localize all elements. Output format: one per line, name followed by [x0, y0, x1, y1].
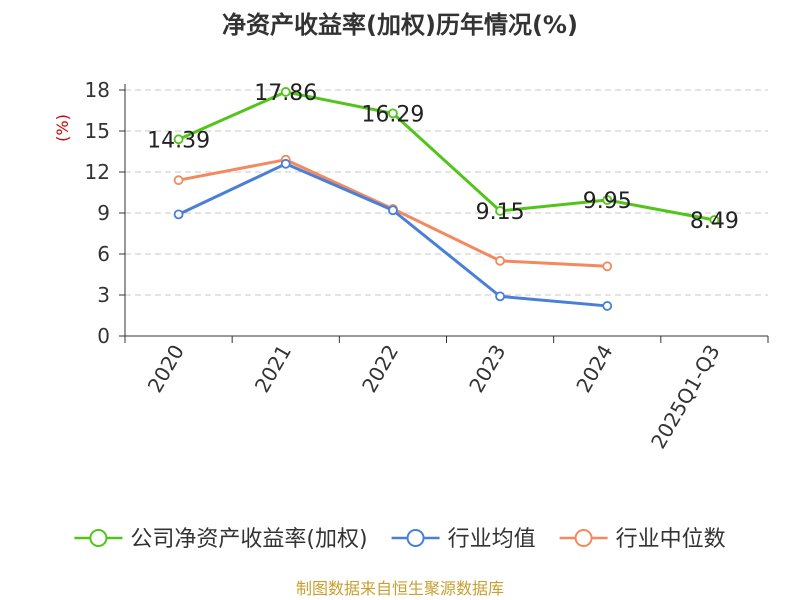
data-point [388, 205, 398, 216]
source-note: 制图数据来自恒生聚源数据库 [296, 579, 504, 598]
data-label: 16.29 [361, 102, 424, 127]
data-label: 8.49 [690, 209, 739, 234]
series-line [177, 90, 715, 222]
data-point [173, 175, 184, 186]
legend-marker [406, 529, 425, 547]
data-point [280, 87, 291, 97]
y-tick-label: 3 [97, 283, 110, 307]
x-tick-label: 2021 [250, 341, 296, 397]
legend: 公司净资产收益率(加权) 行业均值 行业中位数 [74, 527, 726, 552]
y-tick-label: 12 [85, 160, 110, 184]
y-tick-label: 15 [85, 119, 110, 143]
data-label: 14.39 [147, 128, 210, 153]
data-point [602, 195, 613, 205]
legend-label: 行业中位数 [616, 527, 726, 552]
series-line [177, 162, 608, 308]
data-label: 17.86 [254, 81, 317, 106]
data-point [280, 158, 291, 169]
y-tick-label: 18 [85, 78, 110, 102]
data-point [709, 215, 720, 225]
legend-marker [574, 529, 593, 547]
legend-label: 行业均值 [448, 527, 536, 552]
data-label: 9.95 [583, 189, 632, 214]
data-point [173, 209, 184, 220]
data-point [495, 206, 505, 216]
data-point [602, 301, 613, 311]
data-point [173, 134, 184, 145]
legend-marker [89, 529, 108, 547]
chart-title: 净资产收益率(加权)历年情况(%) [222, 11, 578, 39]
y-axis-label: (%) [53, 114, 72, 142]
x-tick-label: 2025Q1-Q3 [646, 341, 725, 453]
data-point [388, 108, 398, 119]
x-tick-label: 2022 [357, 341, 403, 397]
y-tick-label: 6 [97, 242, 110, 266]
data-point [602, 261, 613, 272]
y-tick-label: 0 [97, 324, 110, 348]
data-label: 9.15 [476, 200, 525, 225]
x-tick-label: 2020 [143, 341, 189, 397]
y-tick-label: 9 [97, 201, 110, 225]
x-tick-label: 2023 [464, 341, 510, 397]
data-labels: 14.39 17.86 16.29 9.15 9.95 8.49 [147, 81, 739, 234]
data-point [495, 291, 505, 302]
series-group [173, 87, 720, 311]
data-point [495, 255, 505, 266]
x-tick-label: 2024 [571, 341, 617, 397]
legend-label: 公司净资产收益率(加权) [130, 527, 367, 552]
